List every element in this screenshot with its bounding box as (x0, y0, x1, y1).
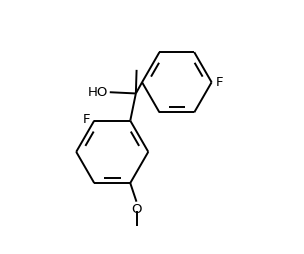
Text: O: O (132, 203, 142, 216)
Text: F: F (215, 76, 223, 89)
Text: HO: HO (88, 86, 108, 99)
Text: F: F (83, 113, 91, 126)
